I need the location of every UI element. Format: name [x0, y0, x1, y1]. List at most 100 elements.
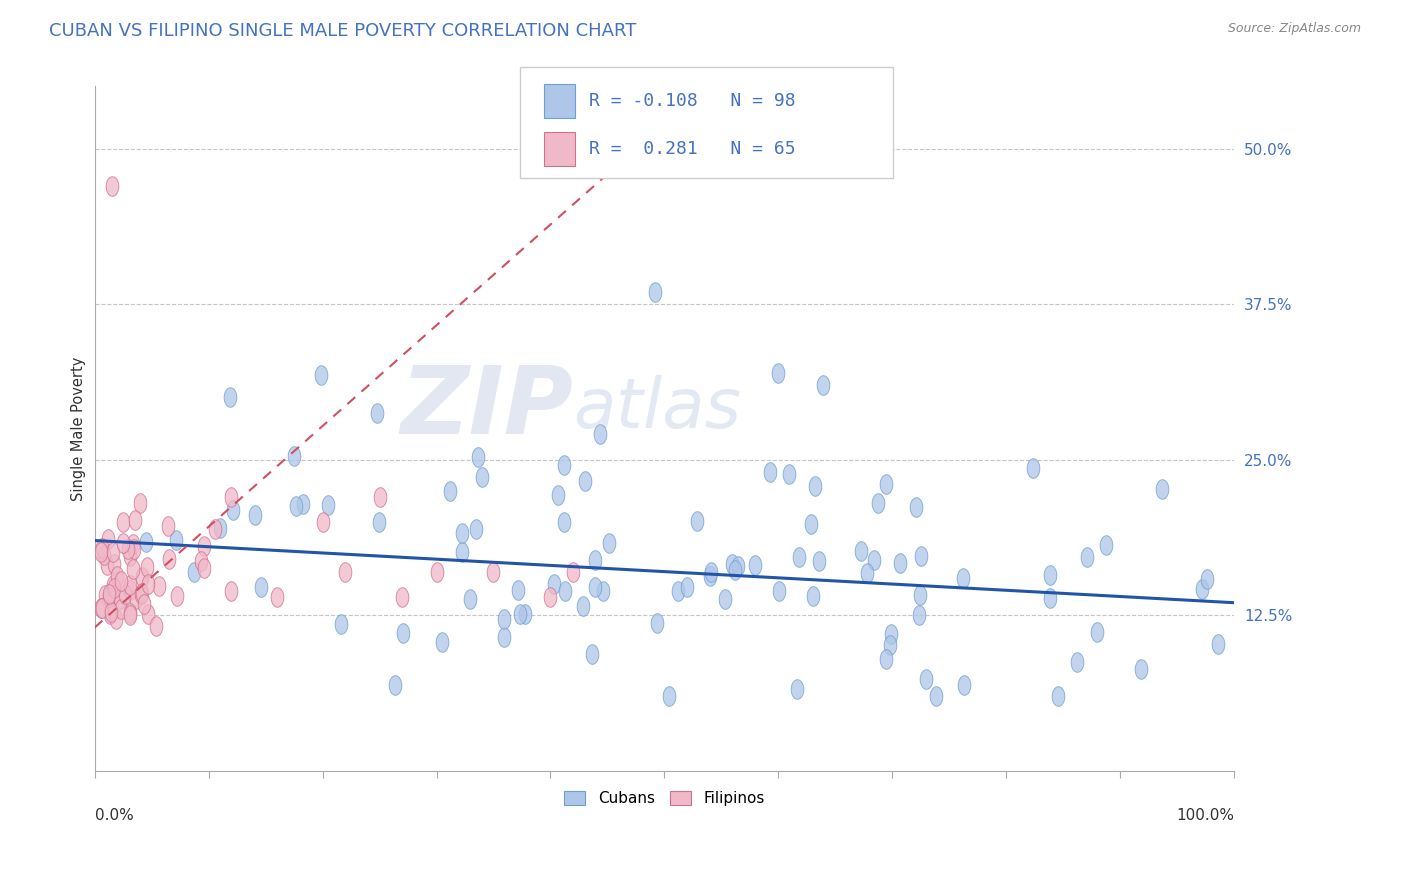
Point — [318, 498, 340, 512]
Point — [492, 612, 515, 626]
Point — [562, 565, 585, 579]
Point — [135, 535, 157, 549]
Point — [132, 597, 155, 611]
Point — [553, 515, 575, 529]
Point — [221, 490, 243, 504]
Point — [249, 580, 271, 594]
Point — [425, 565, 447, 579]
Point — [157, 551, 180, 566]
Point — [789, 549, 811, 564]
Point — [1066, 656, 1088, 670]
Point — [110, 574, 132, 588]
Point — [118, 583, 141, 598]
Point — [953, 678, 976, 692]
Point — [1095, 537, 1118, 551]
Point — [90, 600, 112, 615]
Point — [1087, 624, 1109, 639]
Point — [105, 569, 128, 583]
Point — [465, 522, 488, 536]
Point — [1191, 582, 1213, 596]
Point — [90, 545, 112, 559]
Point — [101, 545, 124, 559]
Point — [925, 689, 948, 703]
Point — [183, 565, 205, 579]
Point — [125, 591, 148, 606]
Point — [494, 630, 516, 644]
Point — [193, 561, 215, 575]
Point — [366, 406, 388, 420]
Point — [221, 583, 243, 598]
Point — [589, 427, 612, 442]
Point — [309, 368, 332, 382]
Point — [96, 558, 118, 573]
Point — [880, 627, 903, 641]
Point — [910, 588, 932, 602]
Point — [131, 569, 153, 583]
Point — [778, 467, 800, 482]
Point — [89, 600, 111, 615]
Point — [218, 391, 240, 405]
Point — [768, 584, 790, 599]
Point — [554, 583, 576, 598]
Point — [450, 544, 472, 558]
Point — [766, 366, 789, 380]
Point — [856, 566, 879, 580]
Point — [136, 577, 159, 591]
Point — [910, 549, 932, 564]
Point — [118, 607, 141, 622]
Point — [156, 519, 179, 533]
Point — [114, 587, 136, 601]
Point — [124, 513, 146, 527]
Text: R = -0.108   N = 98: R = -0.108 N = 98 — [589, 92, 796, 110]
Point — [122, 562, 145, 576]
Point — [330, 616, 353, 631]
Point — [120, 578, 142, 592]
Point — [811, 378, 834, 392]
Point — [800, 517, 823, 532]
Point — [118, 606, 141, 620]
Point — [204, 522, 226, 536]
Point — [148, 579, 170, 593]
Point — [100, 178, 122, 193]
Point — [808, 554, 831, 568]
Point — [122, 542, 145, 557]
Point — [908, 607, 931, 622]
Point — [100, 605, 122, 619]
Point — [193, 539, 215, 553]
Point — [540, 590, 562, 604]
Point — [686, 514, 709, 528]
Point — [335, 565, 357, 579]
Point — [543, 577, 565, 591]
Point — [1076, 549, 1098, 564]
Point — [291, 497, 314, 511]
Point — [1039, 591, 1062, 605]
Point — [367, 515, 389, 529]
Point — [727, 559, 749, 574]
Text: atlas: atlas — [574, 375, 741, 442]
Point — [724, 563, 747, 577]
Point — [714, 592, 737, 607]
Point — [91, 541, 114, 555]
Point — [98, 587, 121, 601]
Text: ZIP: ZIP — [401, 362, 574, 454]
Point — [1150, 482, 1173, 496]
Point — [471, 469, 494, 483]
Point — [266, 590, 288, 604]
Point — [952, 571, 974, 585]
Point — [391, 625, 413, 640]
Point — [131, 586, 153, 600]
Point — [105, 612, 128, 626]
Point — [571, 599, 593, 613]
Point — [721, 557, 744, 571]
Point — [93, 548, 115, 562]
Point — [889, 557, 911, 571]
Text: 0.0%: 0.0% — [94, 808, 134, 823]
Point — [1039, 568, 1062, 582]
Point — [131, 586, 153, 600]
Point — [583, 580, 606, 594]
Point — [875, 476, 897, 491]
Legend: Cubans, Filipinos: Cubans, Filipinos — [558, 785, 770, 813]
Point — [863, 553, 886, 567]
Point — [245, 508, 267, 522]
Point — [97, 532, 120, 546]
